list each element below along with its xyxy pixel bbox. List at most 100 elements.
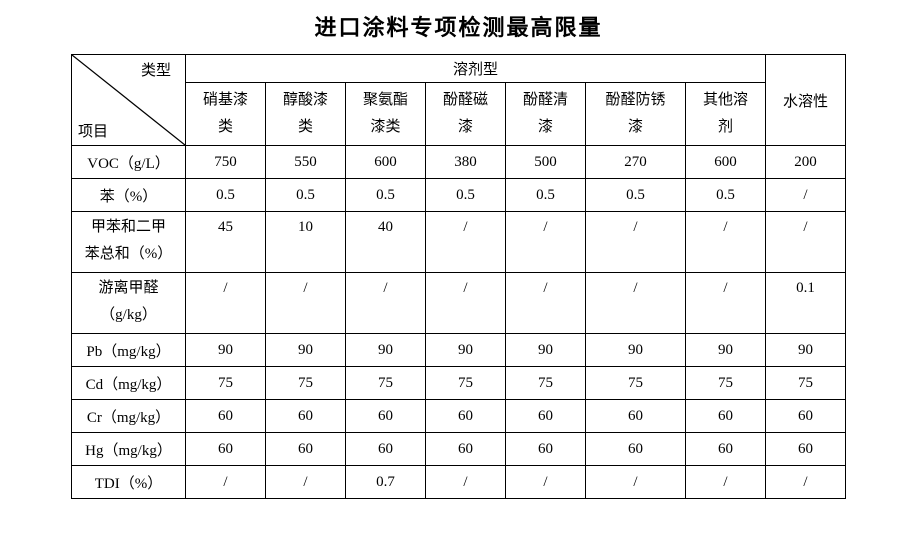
data-cell: / [346, 273, 426, 334]
data-cell: / [586, 273, 686, 334]
header-row-group: 类型 项目 溶剂型 水溶性 [72, 55, 846, 83]
table-row: Hg（mg/kg）6060606060606060 [72, 433, 846, 466]
data-cell: 90 [686, 334, 766, 367]
data-cell: 90 [506, 334, 586, 367]
data-cell: 90 [186, 334, 266, 367]
solvent-group-header: 溶剂型 [186, 55, 766, 83]
sub-header-cell: 酚醛清漆 [506, 83, 586, 146]
data-cell: 75 [346, 367, 426, 400]
row-label-cell: TDI（%） [72, 466, 186, 499]
data-cell: 60 [266, 400, 346, 433]
data-cell: 90 [266, 334, 346, 367]
data-cell: 60 [766, 400, 846, 433]
data-cell: 550 [266, 146, 346, 179]
data-cell: 45 [186, 212, 266, 273]
sub-header-cell: 其他溶剂 [686, 83, 766, 146]
data-cell: 75 [426, 367, 506, 400]
data-cell: 0.1 [766, 273, 846, 334]
data-cell: 40 [346, 212, 426, 273]
data-cell: 600 [686, 146, 766, 179]
data-cell: 60 [506, 433, 586, 466]
data-cell: / [686, 273, 766, 334]
data-cell: 90 [766, 334, 846, 367]
data-cell: 750 [186, 146, 266, 179]
row-label-cell: 游离甲醛（g/kg） [72, 273, 186, 334]
sub-header-cell: 醇酸漆类 [266, 83, 346, 146]
row-label-cell: 甲苯和二甲苯总和（%） [72, 212, 186, 273]
row-label-cell: Pb（mg/kg） [72, 334, 186, 367]
data-cell: 90 [426, 334, 506, 367]
data-cell: 60 [686, 433, 766, 466]
data-cell: / [766, 212, 846, 273]
data-cell: / [186, 273, 266, 334]
sub-header-cell: 酚醛磁漆 [426, 83, 506, 146]
data-cell: 60 [426, 433, 506, 466]
water-group-header: 水溶性 [766, 55, 846, 146]
data-cell: / [686, 212, 766, 273]
sub-header-cell: 酚醛防锈漆 [586, 83, 686, 146]
data-cell: 0.5 [686, 179, 766, 212]
row-label-cell: 苯（%） [72, 179, 186, 212]
data-cell: 60 [506, 400, 586, 433]
data-cell: 600 [346, 146, 426, 179]
page-title: 进口涂料专项检测最高限量 [0, 10, 917, 42]
data-cell: 60 [186, 433, 266, 466]
sub-header-cell: 聚氨酯漆类 [346, 83, 426, 146]
data-cell: 60 [766, 433, 846, 466]
data-cell: / [266, 466, 346, 499]
diagonal-bottom-label: 项目 [78, 120, 108, 141]
table-row: Cr（mg/kg）6060606060606060 [72, 400, 846, 433]
data-cell: / [766, 466, 846, 499]
data-cell: 60 [586, 433, 686, 466]
data-cell: 0.5 [186, 179, 266, 212]
data-cell: 60 [686, 400, 766, 433]
table-row: 游离甲醛（g/kg）///////0.1 [72, 273, 846, 334]
data-cell: / [586, 212, 686, 273]
data-cell: 0.5 [586, 179, 686, 212]
data-cell: / [766, 179, 846, 212]
table-row: 甲苯和二甲苯总和（%）451040///// [72, 212, 846, 273]
row-label-cell: VOC（g/L） [72, 146, 186, 179]
data-cell: / [506, 212, 586, 273]
table-row: Cd（mg/kg）7575757575757575 [72, 367, 846, 400]
row-label-cell: Cr（mg/kg） [72, 400, 186, 433]
data-cell: 75 [506, 367, 586, 400]
data-cell: 10 [266, 212, 346, 273]
data-cell: 500 [506, 146, 586, 179]
limits-table: 类型 项目 溶剂型 水溶性 硝基漆类醇酸漆类聚氨酯漆类酚醛磁漆酚醛清漆酚醛防锈漆… [71, 54, 846, 499]
data-cell: 75 [586, 367, 686, 400]
data-cell: 75 [266, 367, 346, 400]
table-row: Pb（mg/kg）9090909090909090 [72, 334, 846, 367]
sub-header-row: 硝基漆类醇酸漆类聚氨酯漆类酚醛磁漆酚醛清漆酚醛防锈漆其他溶剂 [72, 83, 846, 146]
row-label-cell: Hg（mg/kg） [72, 433, 186, 466]
data-cell: / [186, 466, 266, 499]
row-label-cell: Cd（mg/kg） [72, 367, 186, 400]
sub-header-cell: 硝基漆类 [186, 83, 266, 146]
data-cell: / [266, 273, 346, 334]
data-cell: 75 [186, 367, 266, 400]
data-cell: 0.5 [426, 179, 506, 212]
data-cell: / [506, 466, 586, 499]
data-cell: 60 [586, 400, 686, 433]
data-cell: 0.5 [506, 179, 586, 212]
data-cell: 380 [426, 146, 506, 179]
data-cell: 75 [766, 367, 846, 400]
diagonal-header-cell: 类型 项目 [72, 55, 186, 146]
data-cell: 60 [426, 400, 506, 433]
data-cell: 270 [586, 146, 686, 179]
data-cell: 0.5 [346, 179, 426, 212]
diagonal-top-label: 类型 [141, 59, 171, 80]
data-cell: / [506, 273, 586, 334]
data-cell: 0.5 [266, 179, 346, 212]
data-cell: / [586, 466, 686, 499]
table-row: 苯（%）0.50.50.50.50.50.50.5/ [72, 179, 846, 212]
data-cell: 90 [346, 334, 426, 367]
data-cell: 60 [346, 400, 426, 433]
data-cell: / [426, 273, 506, 334]
data-cell: 60 [186, 400, 266, 433]
data-cell: 60 [266, 433, 346, 466]
data-cell: 60 [346, 433, 426, 466]
table-row: VOC（g/L）750550600380500270600200 [72, 146, 846, 179]
data-cell: / [426, 466, 506, 499]
data-cell: / [686, 466, 766, 499]
